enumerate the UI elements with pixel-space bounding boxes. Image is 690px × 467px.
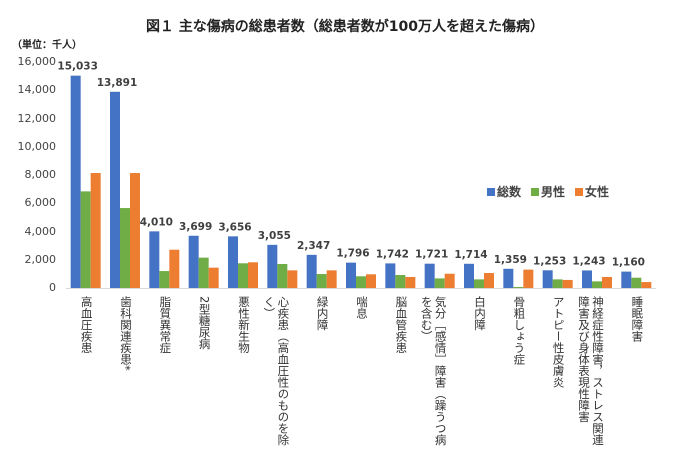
- bar-female: [602, 276, 612, 288]
- bar-female: [444, 273, 455, 288]
- x-category-label: 悪性新生物: [237, 296, 251, 354]
- x-category-label: 脂質異常症: [158, 296, 173, 354]
- x-category-label: 緑内障: [315, 296, 330, 331]
- bar-male: [316, 274, 327, 288]
- bar-female: [130, 173, 140, 288]
- bar-total: [346, 262, 356, 288]
- bar-total: [621, 271, 632, 288]
- x-category-label: 神経症性障害，ストレス関連障害及び身体表現性障害: [577, 296, 605, 446]
- x-category-label: 喘息: [355, 296, 369, 319]
- y-tick-label: 0: [49, 281, 56, 294]
- legend-item: 男性: [531, 183, 565, 200]
- x-category-label: 脳血管疾患: [394, 296, 409, 354]
- data-label: 1,243: [572, 255, 605, 267]
- bar-male: [552, 279, 563, 288]
- data-label: 3,699: [179, 221, 212, 233]
- bar-male: [395, 275, 406, 288]
- bar-total: [464, 263, 474, 288]
- bar-total: [582, 270, 592, 288]
- bar-female: [287, 270, 298, 288]
- y-tick-label: 12,000: [17, 111, 57, 125]
- data-label: 1,742: [376, 248, 409, 260]
- bar-total: [503, 268, 514, 288]
- bar-male: [238, 263, 248, 288]
- x-category-label: 気分［感情］障害（躁うつ病を含む）: [419, 296, 448, 446]
- x-category-label: アトピー性皮膚炎: [551, 296, 566, 388]
- bar-female: [484, 273, 494, 288]
- bar-male: [277, 263, 288, 288]
- chart-title: 図１ 主な傷病の総患者数（総患者数が100万人を超えた傷病）: [145, 19, 545, 35]
- y-tick-label: 4,000: [24, 224, 57, 238]
- bar-total: [424, 263, 435, 288]
- y-tick-label: 8,000: [24, 168, 57, 181]
- bar-total: [149, 231, 160, 288]
- bar-female: [641, 282, 652, 288]
- bar-total: [110, 91, 120, 288]
- data-label: 1,714: [454, 249, 487, 261]
- bar-total: [188, 235, 199, 288]
- bar-female: [208, 267, 219, 288]
- bar-female: [90, 173, 101, 288]
- data-label: 2,347: [297, 240, 330, 252]
- data-label: 4,010: [140, 216, 173, 228]
- x-category-label: 睡眠障害: [630, 296, 645, 342]
- bar-total: [542, 270, 553, 288]
- legend-label: 総数: [497, 185, 522, 199]
- bar-female: [326, 270, 337, 288]
- data-label: 13,891: [97, 77, 138, 89]
- x-category-label: 歯科関連疾患*: [119, 296, 133, 371]
- legend-label: 女性: [585, 185, 610, 199]
- bar-female: [248, 262, 258, 288]
- y-tick-label: 16,000: [17, 55, 57, 68]
- y-tick-label: 14,000: [17, 83, 57, 97]
- data-label: 1,253: [533, 255, 566, 267]
- x-category-label: 白内障: [473, 296, 487, 331]
- bar-male: [513, 287, 524, 288]
- bar-male: [592, 281, 602, 288]
- data-label: 3,656: [218, 221, 251, 233]
- y-tick-label: 2,000: [24, 252, 57, 266]
- bar-female: [169, 249, 180, 288]
- bar-female: [405, 276, 416, 288]
- x-category-label: 心疾患（高血圧性のものを除く）: [262, 296, 291, 446]
- legend-label: 男性: [541, 185, 566, 199]
- legend-swatch: [487, 187, 495, 196]
- bar-male: [80, 191, 91, 288]
- bar-total: [306, 254, 317, 288]
- x-category-label: 高血圧疾患: [79, 296, 94, 354]
- y-tick-label: 6,000: [24, 196, 57, 210]
- bar-male: [474, 279, 484, 288]
- data-label: 3,055: [258, 230, 291, 242]
- y-tick-label: 10,000: [17, 139, 57, 153]
- data-label: 15,033: [57, 61, 98, 73]
- bar-female: [366, 274, 376, 288]
- legend: 総数 男性 女性: [487, 183, 609, 200]
- legend-item: 総数: [487, 183, 521, 200]
- data-label: 1,359: [494, 254, 527, 266]
- bar-total: [228, 236, 238, 288]
- data-label: 1,160: [612, 257, 645, 269]
- bar-male: [159, 271, 170, 288]
- data-label: 1,796: [336, 248, 369, 260]
- bar-male: [120, 208, 130, 288]
- legend-swatch: [575, 187, 584, 196]
- bar-male: [434, 278, 445, 288]
- y-axis-unit-label: （単位：千人）: [12, 40, 82, 51]
- bar-female: [523, 269, 534, 288]
- bar-total: [70, 75, 81, 288]
- legend-swatch: [531, 187, 540, 196]
- x-category-label: 2型糖尿病: [197, 296, 212, 350]
- bar-total: [385, 263, 396, 288]
- x-category-label: 骨粗しょう症: [512, 296, 527, 365]
- bar-female: [562, 279, 573, 288]
- legend-item: 女性: [575, 183, 609, 200]
- bar-male: [631, 277, 642, 288]
- bar-male: [356, 276, 366, 288]
- bar-total: [267, 244, 278, 288]
- data-label: 1,721: [415, 249, 448, 261]
- bar-male: [198, 257, 209, 288]
